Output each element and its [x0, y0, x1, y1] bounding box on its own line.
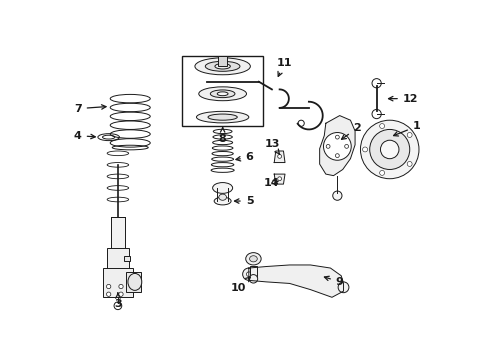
- Text: 8: 8: [219, 128, 226, 144]
- Circle shape: [369, 130, 410, 170]
- Circle shape: [323, 132, 351, 160]
- Circle shape: [119, 284, 123, 289]
- Circle shape: [407, 162, 412, 166]
- Circle shape: [336, 135, 339, 139]
- Circle shape: [119, 292, 123, 296]
- Bar: [125, 272, 141, 292]
- Ellipse shape: [249, 256, 257, 262]
- Text: 14: 14: [264, 178, 280, 188]
- Ellipse shape: [128, 274, 142, 291]
- Text: 7: 7: [74, 104, 106, 114]
- Circle shape: [249, 275, 258, 283]
- Text: 4: 4: [74, 131, 95, 141]
- Bar: [249, 266, 257, 276]
- Bar: [111, 217, 125, 249]
- Circle shape: [380, 170, 385, 175]
- Text: 1: 1: [393, 121, 420, 136]
- Bar: [102, 268, 133, 297]
- Bar: [107, 248, 129, 270]
- Circle shape: [344, 144, 348, 148]
- Text: 13: 13: [264, 139, 280, 154]
- Polygon shape: [274, 174, 285, 184]
- Bar: [218, 56, 227, 66]
- Ellipse shape: [199, 87, 246, 101]
- Circle shape: [106, 292, 111, 296]
- Circle shape: [246, 272, 251, 276]
- Ellipse shape: [205, 61, 240, 71]
- Circle shape: [380, 123, 385, 129]
- Circle shape: [243, 268, 255, 280]
- Ellipse shape: [208, 114, 237, 120]
- Text: 3: 3: [114, 293, 122, 309]
- Ellipse shape: [213, 183, 233, 193]
- Polygon shape: [249, 265, 343, 297]
- Text: 10: 10: [230, 277, 250, 293]
- Text: 9: 9: [324, 276, 343, 287]
- Polygon shape: [274, 151, 285, 163]
- Ellipse shape: [245, 253, 261, 265]
- Bar: [124, 256, 130, 261]
- Ellipse shape: [219, 194, 226, 200]
- Ellipse shape: [195, 58, 250, 75]
- Circle shape: [333, 191, 342, 200]
- Ellipse shape: [217, 92, 228, 96]
- Ellipse shape: [196, 111, 249, 123]
- Circle shape: [336, 154, 339, 158]
- Text: 12: 12: [389, 94, 418, 104]
- Circle shape: [278, 154, 282, 158]
- Bar: [182, 55, 263, 126]
- Ellipse shape: [215, 64, 230, 69]
- Ellipse shape: [214, 197, 231, 205]
- Circle shape: [106, 284, 111, 289]
- Circle shape: [361, 120, 419, 179]
- Text: 5: 5: [235, 196, 253, 206]
- Circle shape: [380, 140, 399, 159]
- Circle shape: [407, 132, 412, 138]
- Text: 6: 6: [236, 152, 254, 162]
- Circle shape: [363, 147, 368, 152]
- Text: 2: 2: [342, 123, 361, 139]
- Circle shape: [338, 282, 349, 293]
- Polygon shape: [319, 116, 355, 176]
- Circle shape: [278, 177, 282, 181]
- Circle shape: [326, 144, 330, 148]
- Text: 11: 11: [276, 58, 292, 76]
- Ellipse shape: [210, 90, 235, 98]
